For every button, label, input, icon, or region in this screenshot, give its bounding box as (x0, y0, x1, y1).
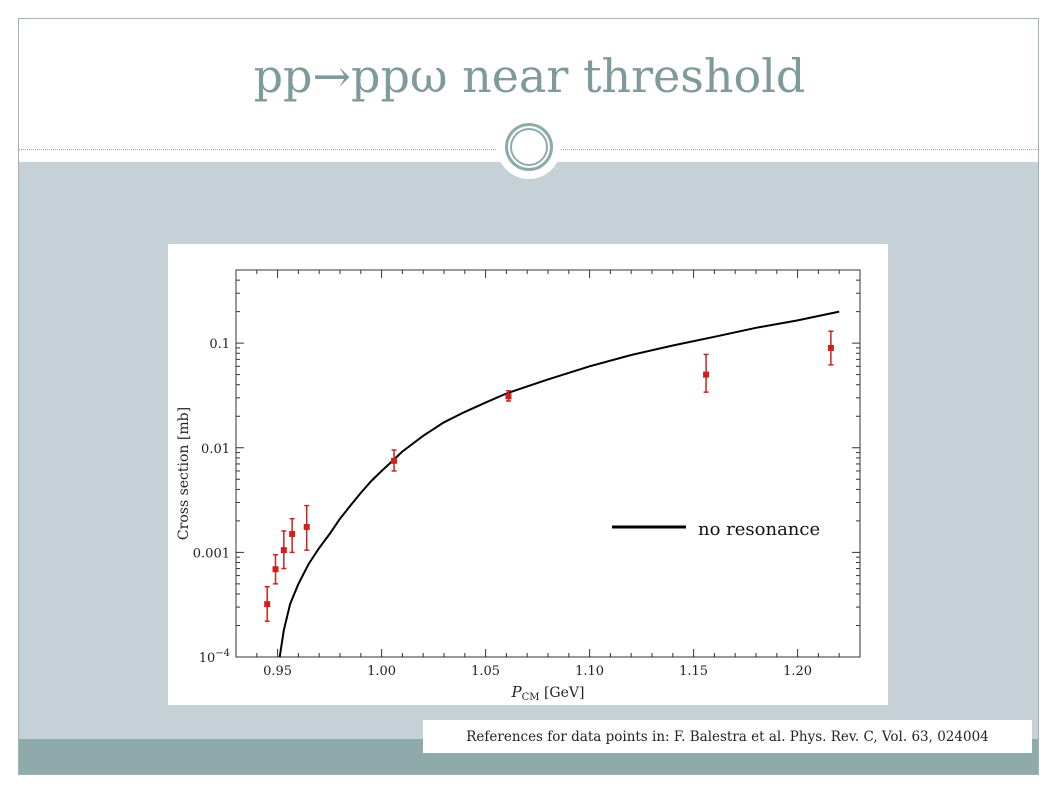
legend-label: no resonance (698, 519, 820, 540)
data-marker (289, 530, 296, 537)
reference-text: References for data points in: F. Balest… (466, 729, 989, 745)
curve-layer (278, 310, 840, 658)
x-axis-label: PCM [GeV] (511, 683, 585, 703)
plot-frame (235, 269, 861, 658)
slide-title: pp→ppω near threshold (253, 49, 806, 103)
data-marker (703, 371, 710, 378)
y-tick-label: 0.01 (201, 442, 230, 457)
data-point-5 (303, 504, 310, 551)
data-marker (280, 547, 287, 554)
no-resonance-curve (278, 310, 840, 658)
y-tick-label: 0.001 (193, 546, 230, 561)
data-point-8 (703, 353, 710, 393)
ring-ornament-icon (497, 115, 561, 179)
plot-panel: 0.95 1.00 1.05 1.10 1.15 1.20 10−4 0.001 0.01 0.1… (168, 244, 888, 705)
x-tick-label: 0.95 (263, 664, 292, 679)
data-point-3 (280, 530, 287, 570)
axes-layer: 0.95 1.00 1.05 1.10 1.15 1.20 10−4 0.001 0.01 0.1… (176, 269, 861, 703)
data-point-7 (505, 390, 512, 402)
y-axis-label: Cross section [mb] (176, 407, 192, 540)
x-tick-label: 1.10 (575, 664, 604, 679)
cross-section-chart: 0.95 1.00 1.05 1.10 1.15 1.20 10−4 0.001 0.01 0.1… (176, 269, 861, 703)
data-marker (505, 393, 512, 400)
reference-box: References for data points in: F. Balest… (423, 720, 1032, 753)
x-tick-label: 1.00 (367, 664, 396, 679)
x-tick-label: 1.15 (679, 664, 708, 679)
x-tick-label: 1.05 (471, 664, 500, 679)
data-marker (303, 523, 310, 530)
data-marker (827, 344, 834, 351)
data-point-2 (272, 553, 279, 585)
data-point-6 (391, 449, 398, 472)
y-tick-label: 0.1 (209, 337, 230, 352)
data-point-4 (289, 517, 296, 554)
data-marker (272, 566, 279, 573)
data-marker (391, 457, 398, 464)
x-tick-label: 1.20 (783, 664, 812, 679)
points-layer (264, 330, 834, 622)
data-marker (264, 601, 271, 608)
legend-layer: no resonance (612, 519, 820, 540)
data-point-9 (827, 330, 834, 366)
ring-inner (505, 123, 553, 171)
data-point-1 (264, 585, 271, 622)
y-tick-label: 10−4 (199, 648, 230, 666)
